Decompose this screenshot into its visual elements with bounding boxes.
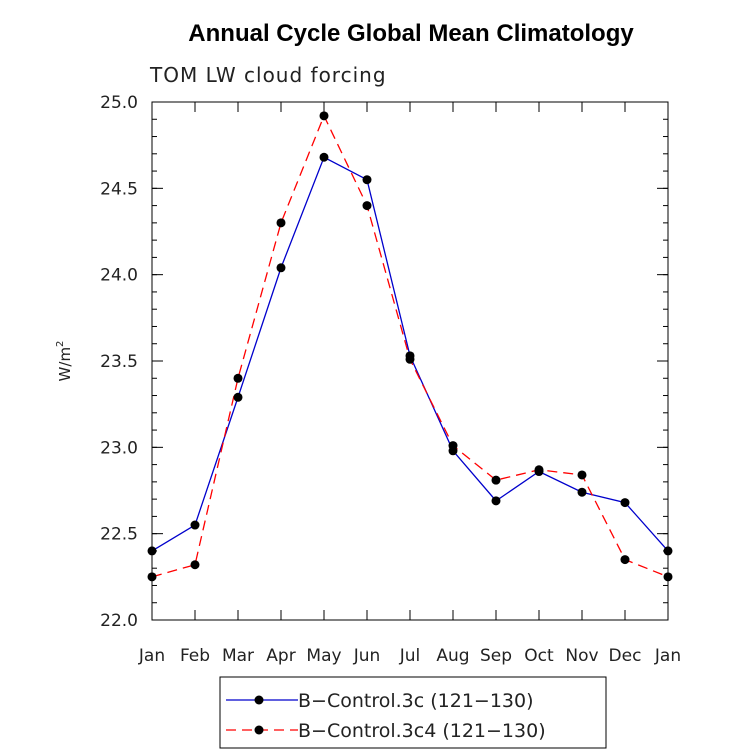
series-1-point [233, 392, 243, 402]
legend-label-1: B−Control.3c (121−130) [298, 690, 534, 712]
x-tick-label: Jan [138, 646, 165, 666]
chart-subtitle: TOM LW cloud forcing [149, 63, 387, 87]
legend-marker-1 [254, 695, 264, 705]
x-tick-label: Oct [524, 646, 554, 666]
y-tick-label: 22.5 [100, 525, 138, 545]
x-tick-label: Jun [353, 646, 381, 666]
x-tick-label: May [306, 646, 341, 666]
y-axis-label: W/m2 [55, 341, 74, 382]
y-tick-label: 23.5 [100, 352, 138, 372]
legend-box [219, 676, 607, 749]
series-2-point [448, 441, 458, 451]
series-2-point [319, 111, 329, 121]
y-tick-label: 25.0 [100, 93, 138, 113]
series-2-point [577, 470, 587, 480]
x-tick-label: Jan [654, 646, 681, 666]
series-2-point [405, 354, 415, 364]
series-2-point [491, 475, 501, 485]
series-1-point [147, 546, 157, 556]
series-2-point [190, 560, 200, 570]
series-2-point [233, 373, 243, 383]
y-tick-label: 24.0 [100, 266, 138, 286]
series-1-point [276, 263, 286, 273]
legend-label-2: B−Control.3c4 (121−130) [298, 720, 546, 742]
series-1-point [319, 152, 329, 162]
axis-ticks [151, 101, 669, 621]
x-tick-label: Apr [266, 646, 295, 666]
chart-title: Annual Cycle Global Mean Climatology [188, 20, 634, 47]
series-1-point [491, 496, 501, 506]
y-axis-label-superscript: 2 [55, 341, 66, 347]
series-1-point [663, 546, 673, 556]
series-2-point [620, 555, 630, 565]
legend: B−Control.3c (121−130) B−Control.3c4 (121… [226, 690, 546, 742]
x-tick-label: Mar [222, 646, 254, 666]
x-tick-label: Sep [480, 646, 512, 666]
y-tick-label: 22.0 [100, 611, 138, 631]
x-tick-label: Jul [399, 646, 421, 666]
y-tick-label: 23.0 [100, 438, 138, 458]
series-2-point [362, 201, 372, 211]
series-2-point [276, 218, 286, 228]
x-tick-label: Feb [180, 646, 210, 666]
x-tick-labels: Jan Feb Mar Apr May Jun Jul Aug Sep Oct Nov Dec Jan [138, 646, 681, 666]
series-line-2 [151, 114, 669, 578]
series-1-point [620, 498, 630, 508]
series-2-point [147, 572, 157, 582]
series-1-point [577, 487, 587, 497]
x-tick-label: Aug [436, 646, 469, 666]
x-tick-label: Nov [565, 646, 598, 666]
series-group [147, 111, 673, 582]
legend-marker-2 [254, 725, 264, 735]
series-2-point [663, 572, 673, 582]
y-tick-label: 24.5 [100, 179, 138, 199]
y-axis-label-base: W/m [56, 347, 74, 382]
y-tick-labels: 22.0 22.5 23.0 23.5 24.0 24.5 25.0 [100, 93, 138, 631]
series-2-point [534, 465, 544, 475]
series-1-point [190, 520, 200, 530]
x-tick-label: Dec [609, 646, 642, 666]
series-1-point [362, 175, 372, 185]
